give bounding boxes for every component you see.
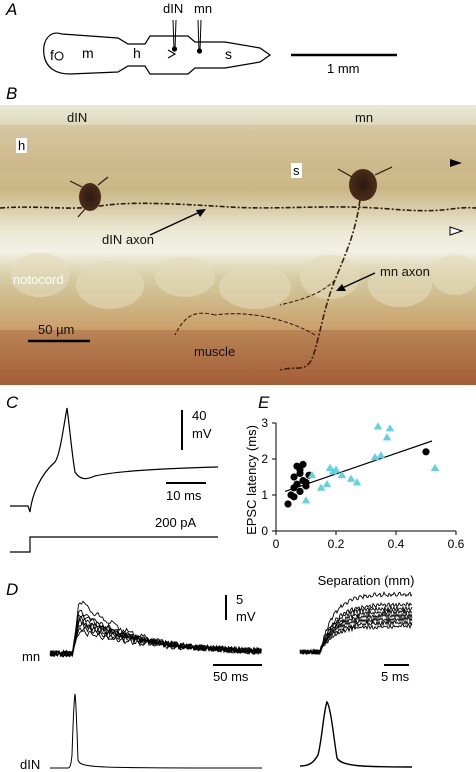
label-b-mn-axon: mn axon	[380, 264, 430, 279]
x-axis-label: Separation (mm)	[318, 573, 415, 588]
open-arrowhead-marker	[449, 226, 464, 236]
x-tick-label: 0	[273, 537, 280, 551]
label-b-muscle: muscle	[194, 344, 236, 359]
scalebar-c-t-label: 10 ms	[166, 488, 202, 503]
din-cell-body	[79, 183, 101, 211]
epsp-trace-right	[299, 623, 413, 656]
mn-axon-path	[279, 199, 361, 371]
electrode-din-2	[174, 19, 177, 50]
data-point-triangle	[382, 433, 392, 441]
hindbrain-chevron	[167, 49, 177, 59]
current-step	[10, 536, 218, 553]
data-point-triangle	[307, 471, 317, 479]
data-point-triangle	[430, 463, 440, 471]
label-d-mn: mn	[22, 649, 41, 664]
scalebar-d-t-left-label: 50 ms	[213, 669, 249, 684]
voltage-trace	[10, 407, 219, 513]
label-b-scalebar: 50 µm	[38, 322, 75, 337]
label-b-notocord: notocord	[13, 272, 64, 287]
y-tick-label: 3	[261, 416, 268, 430]
data-point-triangle	[346, 474, 356, 482]
scalebar-d-v-unit: mV	[236, 609, 256, 624]
panel-letter-d: D	[6, 580, 19, 599]
mn-dot	[196, 48, 203, 54]
data-point-circle	[296, 487, 304, 495]
data-point-triangle	[337, 471, 347, 479]
filled-arrowhead-marker	[450, 159, 462, 167]
epsp-trace-right	[299, 608, 413, 655]
label-b-h: h	[16, 138, 28, 153]
scalebar-a-label: 1 mm	[327, 61, 360, 76]
data-point-circle	[293, 480, 301, 488]
label-a-m: m	[82, 45, 94, 61]
panel-letter-c: C	[6, 393, 19, 412]
label-a-s: s	[225, 46, 232, 62]
data-point-triangle	[376, 451, 386, 459]
latency-scatter-chart: 0 0.2 0.4 0.6 0 1 2 3 Separation (mm) EPSC late…	[244, 416, 465, 588]
y-axis-label: EPSC latency (ms)	[244, 425, 259, 535]
y-tick-label: 2	[261, 452, 268, 466]
tadpole-schematic	[43, 19, 397, 75]
data-point-triangle	[385, 424, 395, 432]
label-a-mn: mn	[194, 1, 213, 16]
data-point-circle	[290, 473, 298, 481]
current-clamp-trace	[10, 407, 219, 553]
epsp-trace-left	[49, 630, 262, 657]
label-b-din: dIN	[67, 110, 88, 125]
y-tick-label: 0	[261, 524, 268, 538]
y-tick-label: 1	[261, 488, 268, 502]
din-dot	[171, 46, 178, 52]
data-point-circle	[290, 493, 298, 501]
scalebar-d-t-right-label: 5 ms	[381, 669, 410, 684]
head-outline	[43, 32, 272, 75]
data-point-circle	[296, 466, 304, 474]
electrode-din-1	[172, 19, 175, 50]
data-point-triangle	[370, 453, 380, 461]
data-point-circle	[299, 460, 307, 468]
data-point-triangle	[322, 480, 332, 488]
epsp-trace-right	[299, 605, 413, 655]
electrode-mn-2	[199, 19, 202, 52]
din-spike-right	[299, 700, 413, 768]
data-point-triangle	[331, 465, 341, 473]
x-tick-label: 0.6	[448, 537, 465, 551]
label-a-din: dIN	[163, 1, 184, 16]
scalebar-c-v-unit: mV	[192, 426, 212, 441]
data-point-circle	[302, 482, 310, 490]
label-b-s: s	[291, 163, 302, 178]
eye-circle	[54, 51, 64, 61]
din-axon-path	[0, 202, 476, 212]
label-b-din-axon: dIN axon	[102, 232, 155, 247]
data-point-circle	[284, 500, 292, 508]
din-spike-left	[50, 693, 263, 769]
x-tick-label: 0.4	[388, 537, 405, 551]
electrode-mn-1	[197, 19, 200, 52]
data-point-circle	[422, 448, 430, 456]
x-tick-label: 0.2	[328, 537, 345, 551]
label-a-f: f	[50, 47, 54, 63]
epsp-trace-right	[299, 619, 413, 655]
label-d-din: dIN	[20, 757, 41, 772]
mn-cell-body	[349, 169, 377, 201]
data-point-triangle	[316, 483, 326, 491]
label-b-mn: mn	[355, 110, 374, 125]
panel-letter-b: B	[6, 84, 18, 103]
epsp-trace-right	[299, 591, 413, 655]
scalebar-c-v-value: 40	[192, 408, 207, 423]
data-point-triangle	[301, 496, 311, 504]
notocord-cells	[10, 253, 476, 309]
label-a-h: h	[133, 45, 141, 61]
scalebar-d-v-value: 5	[236, 592, 244, 607]
data-point-triangle	[352, 478, 362, 486]
epsp-trace-right	[299, 612, 413, 656]
epsp-traces	[49, 591, 413, 769]
panel-letter-e: E	[258, 393, 270, 412]
panel-letter-a: A	[6, 0, 18, 19]
current-label: 200 pA	[155, 515, 197, 530]
data-point-triangle	[373, 422, 383, 430]
micrograph	[0, 105, 476, 385]
